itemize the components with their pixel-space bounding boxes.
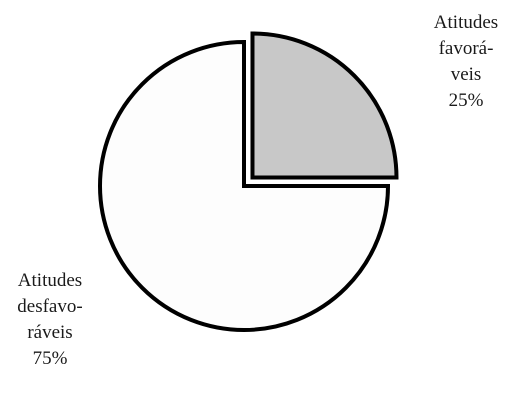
slice-label-favoraveis-line-1: Atitudes — [433, 12, 499, 33]
slice-value-favoraveis: 25% — [448, 90, 484, 111]
slice-label-favoraveis-line-3: veis — [450, 64, 482, 85]
slice-label-favoraveis: Atitudes favorá- veis 25% — [410, 10, 517, 114]
pie-slice-desfavoraveis — [98, 39, 391, 332]
slice-label-desfavoraveis-line-2: desfavo- — [17, 296, 83, 317]
pie-slice-favoraveis — [250, 31, 399, 180]
slice-label-favoraveis-line-2: favorá- — [438, 38, 494, 59]
slice-label-desfavoraveis-line-1: Atitudes — [17, 270, 83, 291]
slice-label-desfavoraveis: Atitudes desfavo- ráveis 75% — [0, 268, 100, 372]
slice-value-desfavoraveis: 75% — [32, 348, 68, 369]
slice-label-desfavoraveis-line-3: ráveis — [27, 322, 73, 343]
